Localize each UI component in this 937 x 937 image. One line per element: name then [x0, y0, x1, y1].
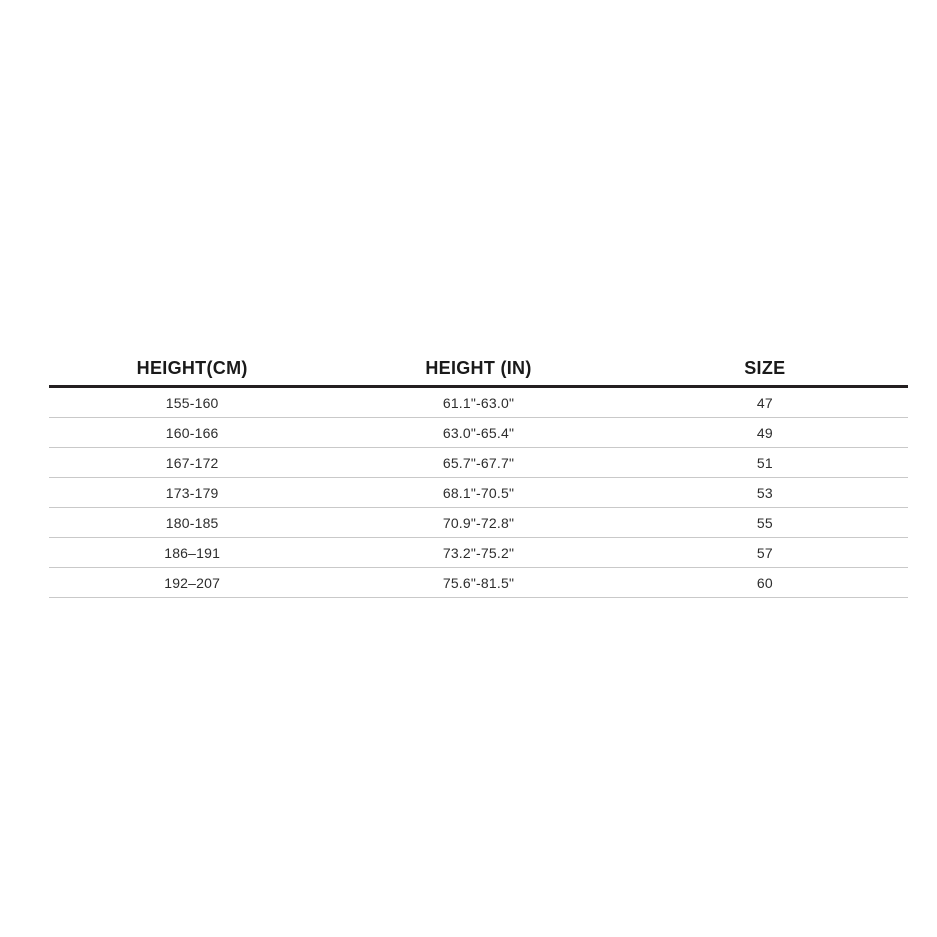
cell-height-cm: 173-179 — [49, 477, 336, 508]
cell-height-in: 70.9"-72.8" — [335, 507, 622, 538]
table-row: 180-185 70.9"-72.8" 55 — [49, 507, 908, 538]
cell-height-in: 73.2"-75.2" — [335, 537, 622, 568]
cell-height-cm: 155-160 — [49, 386, 336, 418]
cell-height-in: 68.1"-70.5" — [335, 477, 622, 508]
cell-size: 51 — [621, 447, 908, 478]
table-row: 155-160 61.1"-63.0" 47 — [49, 386, 908, 418]
table-header-row: HEIGHT(CM) HEIGHT (IN) SIZE — [49, 352, 908, 388]
cell-height-cm: 160-166 — [49, 417, 336, 448]
cell-height-in: 65.7"-67.7" — [335, 447, 622, 478]
table-row: 192–207 75.6"-81.5" 60 — [49, 567, 908, 598]
table-row: 160-166 63.0"-65.4" 49 — [49, 417, 908, 448]
table-row: 186–191 73.2"-75.2" 57 — [49, 537, 908, 568]
table-row: 167-172 65.7"-67.7" 51 — [49, 447, 908, 478]
column-header-height-cm: HEIGHT(CM) — [49, 352, 336, 388]
table-header: HEIGHT(CM) HEIGHT (IN) SIZE — [49, 352, 908, 388]
cell-size: 49 — [621, 417, 908, 448]
cell-height-cm: 186–191 — [49, 537, 336, 568]
column-header-size: SIZE — [621, 352, 908, 388]
cell-height-cm: 167-172 — [49, 447, 336, 478]
cell-size: 53 — [621, 477, 908, 508]
cell-height-cm: 192–207 — [49, 567, 336, 598]
size-chart-table: HEIGHT(CM) HEIGHT (IN) SIZE 155-160 61.1… — [49, 352, 908, 598]
cell-size: 55 — [621, 507, 908, 538]
cell-height-cm: 180-185 — [49, 507, 336, 538]
cell-height-in: 61.1"-63.0" — [335, 386, 622, 418]
table-body: 155-160 61.1"-63.0" 47 160-166 63.0"-65.… — [49, 386, 908, 598]
cell-size: 60 — [621, 567, 908, 598]
cell-height-in: 75.6"-81.5" — [335, 567, 622, 598]
cell-height-in: 63.0"-65.4" — [335, 417, 622, 448]
table-row: 173-179 68.1"-70.5" 53 — [49, 477, 908, 508]
cell-size: 57 — [621, 537, 908, 568]
cell-size: 47 — [621, 386, 908, 418]
column-header-height-in: HEIGHT (IN) — [335, 352, 622, 388]
